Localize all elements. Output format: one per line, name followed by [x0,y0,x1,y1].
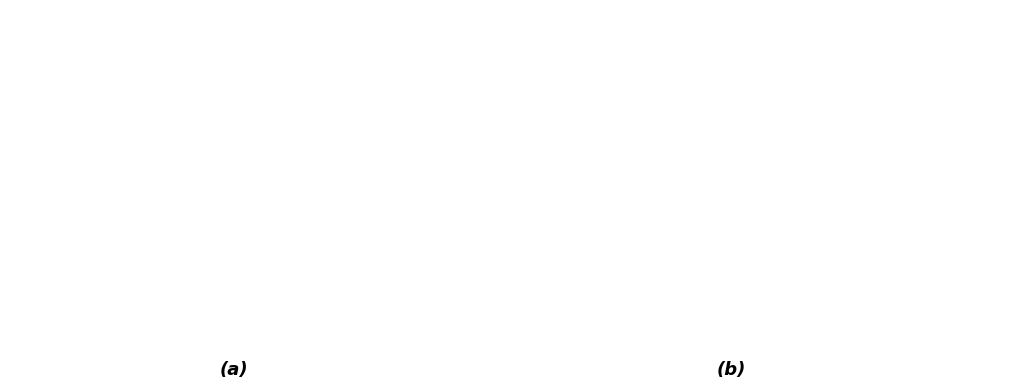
Text: (b): (b) [717,361,745,378]
Text: (a): (a) [219,361,248,378]
